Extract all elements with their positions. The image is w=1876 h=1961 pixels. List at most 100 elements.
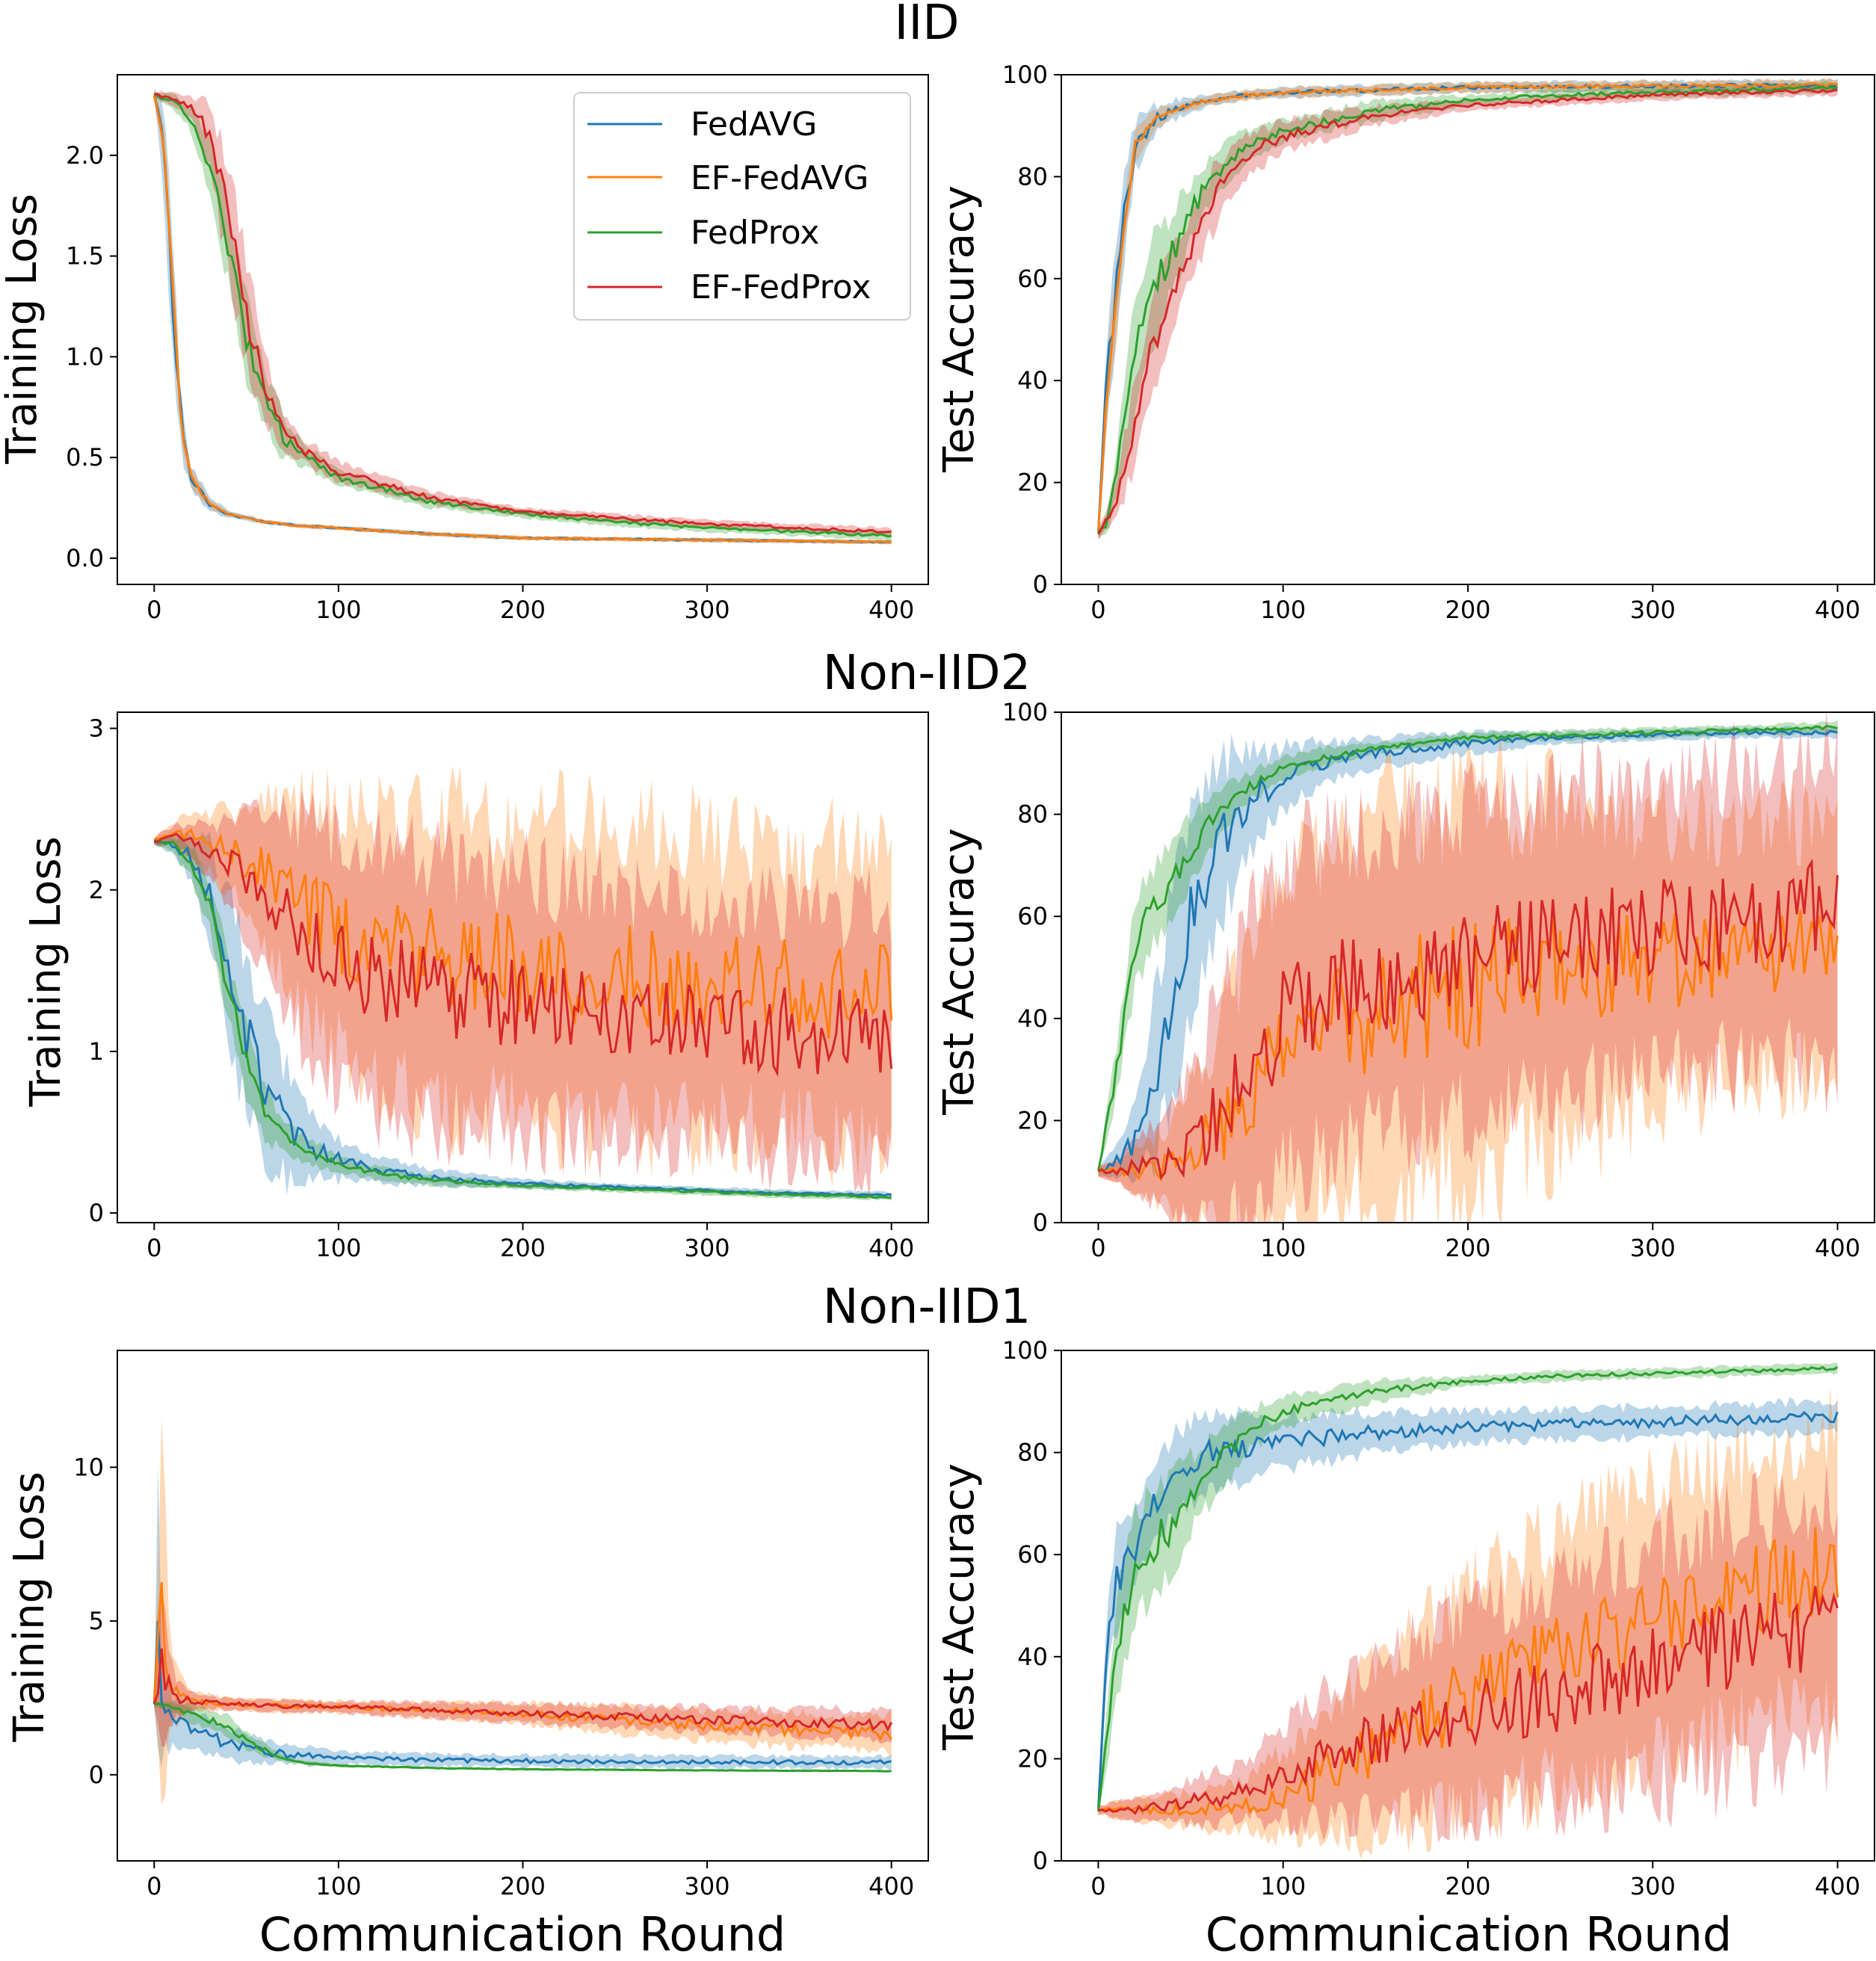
x-tick-label: 0 (146, 1234, 161, 1262)
y-tick-label: 2 (89, 876, 104, 904)
y-tick-label: 80 (1017, 800, 1048, 829)
y-tick-label: 60 (1017, 265, 1048, 293)
y-tick-label: 80 (1017, 1439, 1048, 1467)
y-tick-label: 100 (1002, 1336, 1048, 1365)
xlabel-right: Communication Round (1206, 1907, 1732, 1961)
y-tick-label: 10 (73, 1453, 104, 1481)
band-fedavg (154, 1463, 892, 1771)
x-tick-label: 200 (1445, 1234, 1490, 1262)
x-tick-label: 200 (500, 1872, 546, 1900)
x-tick-label: 0 (1090, 596, 1105, 624)
band-ef-fedavg (1098, 1386, 1838, 1859)
row-title-noniid2: Non-IID2 (823, 646, 1031, 701)
line-ef-fedprox (1097, 88, 1838, 535)
ylabel-noniid1-loss: Training Loss (5, 1471, 54, 1743)
line-ef-fedprox (1097, 858, 1839, 1181)
x-tick-label: 200 (500, 596, 546, 624)
y-tick-label: 0 (1033, 1208, 1048, 1237)
y-tick-label: 40 (1017, 1643, 1048, 1671)
y-tick-label: 0 (89, 1761, 104, 1789)
line-fedprox (1097, 725, 1838, 1171)
y-tick-label: 20 (1017, 469, 1048, 497)
legend-label-fedavg: FedAVG (691, 105, 817, 143)
x-tick-label: 100 (1260, 1234, 1306, 1262)
legend-label-fedprox: FedProx (691, 214, 819, 252)
x-tick-label: 200 (500, 1234, 546, 1262)
y-tick-label: 20 (1017, 1744, 1048, 1773)
x-tick-label: 400 (868, 1234, 914, 1262)
line-fedprox (1097, 1365, 1839, 1812)
line-fedprox (1097, 85, 1839, 533)
legend-frame (573, 92, 911, 321)
x-tick-label: 400 (868, 596, 914, 624)
x-tick-label: 300 (1630, 1872, 1676, 1900)
line-fedavg (153, 839, 892, 1197)
xlabel-left: Communication Round (259, 1907, 786, 1961)
y-tick-label: 0 (89, 1199, 104, 1227)
panel-iid-test-accuracy: 0 100 200 300 400 0 20 40 60 80 100 (1002, 61, 1875, 624)
plot-area (1097, 1362, 1839, 1859)
ylabel-iid-loss: Training Loss (0, 194, 46, 465)
line-fedprox (153, 839, 892, 1199)
line-ef-fedprox (154, 832, 893, 1077)
ylabel-iid-acc: Test Accuracy (935, 185, 984, 473)
line-fedavg (152, 1620, 892, 1766)
panel-noniid2-training-loss: 0 100 200 300 400 0 1 2 3 (89, 711, 929, 1262)
x-tick-label: 300 (685, 1872, 730, 1900)
y-tick-label: 3 (89, 714, 104, 743)
line-ef-fedavg (1098, 1527, 1839, 1817)
y-tick-label: 1 (89, 1037, 104, 1066)
x-tick-label: 0 (1090, 1872, 1105, 1900)
line-ef-fedavg (1097, 910, 1839, 1182)
x-tick-label: 100 (315, 1872, 361, 1900)
plot-area (153, 765, 893, 1202)
y-tick-label: 0 (1033, 1847, 1048, 1875)
line-fedavg (1098, 729, 1838, 1173)
band-ef-fedprox (1098, 1462, 1838, 1844)
plot-area (1097, 78, 1839, 540)
row-title-iid: IID (894, 0, 959, 51)
x-tick-label: 0 (1090, 1234, 1105, 1262)
x-tick-label: 0 (146, 596, 161, 624)
band-ef-fedprox (154, 789, 892, 1202)
x-tick-label: 400 (1815, 1872, 1860, 1900)
plot-area (152, 1418, 893, 1806)
line-ef-fedprox (152, 1648, 893, 1732)
panel-iid-training-loss: 0 100 200 300 400 0.0 0.5 1.0 1.5 2.0 (66, 74, 929, 624)
x-tick-label: 0 (146, 1872, 161, 1900)
line-fedprox (153, 93, 892, 538)
row-title-noniid1: Non-IID1 (823, 1279, 1031, 1335)
y-tick-label: 5 (89, 1607, 104, 1635)
line-ef-fedprox (1098, 1586, 1839, 1815)
y-tick-label: 40 (1017, 366, 1048, 395)
y-tick-label: 0 (1033, 570, 1048, 599)
legend-label-ef-fedavg: EF-FedAVG (691, 159, 868, 197)
y-tick-label: 80 (1017, 162, 1048, 191)
x-tick-label: 200 (1445, 1872, 1490, 1900)
line-ef-fedavg (1097, 82, 1838, 533)
y-tick-label: 100 (1002, 61, 1048, 89)
legend: FedAVG EF-FedAVG FedProx EF-FedProx (573, 92, 911, 321)
y-tick-label: 2.0 (66, 141, 104, 170)
ylabel-noniid1-acc: Test Accuracy (935, 1463, 984, 1751)
x-tick-label: 400 (1815, 596, 1860, 624)
panel-noniid1-test-accuracy: 0 100 200 300 400 0 20 40 60 80 100 (1002, 1336, 1875, 1900)
panel-noniid1-training-loss: 0 100 200 300 400 0 5 10 (73, 1350, 929, 1900)
y-tick-label: 0.0 (66, 544, 104, 572)
ylabel-noniid2-acc: Test Accuracy (935, 828, 984, 1116)
ylabel-noniid2-loss: Training Loss (22, 836, 70, 1108)
x-tick-label: 300 (685, 1234, 730, 1262)
x-tick-label: 300 (1630, 1234, 1676, 1262)
plot-area (1097, 712, 1839, 1223)
y-tick-label: 60 (1017, 902, 1048, 930)
x-tick-label: 100 (315, 596, 361, 624)
line-ef-fedprox (154, 93, 892, 534)
x-tick-label: 300 (1630, 596, 1676, 624)
x-tick-label: 400 (868, 1872, 914, 1900)
y-tick-label: 60 (1017, 1540, 1048, 1569)
line-ef-fedavg (152, 95, 892, 544)
line-fedprox (153, 1702, 892, 1773)
y-tick-label: 20 (1017, 1106, 1048, 1134)
y-tick-label: 1.5 (66, 242, 104, 271)
